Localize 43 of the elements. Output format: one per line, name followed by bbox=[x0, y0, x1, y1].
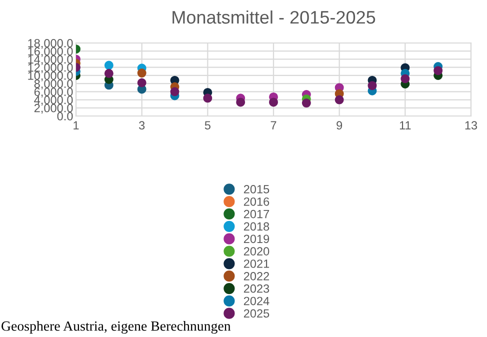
point bbox=[269, 98, 278, 107]
legend-label: 2021 bbox=[244, 260, 270, 268]
legend-label: 2022 bbox=[244, 272, 270, 280]
y-tick-label: 2,000.0 bbox=[34, 104, 73, 114]
y-tick-label: 6,000.0 bbox=[34, 88, 73, 98]
y-tick-label: 12,000.0 bbox=[28, 63, 73, 74]
y-tick-label: 8,000.0 bbox=[34, 80, 73, 90]
point bbox=[302, 98, 311, 108]
legend-label: 2016 bbox=[244, 197, 270, 206]
point bbox=[434, 66, 443, 76]
y-tick-label: 10,000.0 bbox=[28, 71, 73, 82]
point bbox=[170, 87, 180, 96]
x-tick-label: 11 bbox=[400, 121, 411, 130]
legend-label: 2017 bbox=[244, 210, 270, 218]
x-tick-label: 1 bbox=[74, 121, 79, 130]
y-tick-label: 16,000.0 bbox=[28, 47, 73, 57]
x-tick-label: 5 bbox=[204, 121, 210, 130]
legend-label: 2018 bbox=[244, 222, 270, 231]
text: Geosphere Austria, eigene Berechnungen bbox=[2, 320, 231, 334]
point bbox=[236, 98, 246, 107]
x-tick-label: 9 bbox=[336, 121, 342, 130]
point bbox=[104, 60, 114, 70]
legend-label: 2020 bbox=[244, 247, 270, 256]
legend-label: 2024 bbox=[244, 296, 270, 306]
point bbox=[137, 68, 146, 78]
chart-title: Monatsmittel - 2015-2025 bbox=[172, 10, 376, 24]
y-tick-label: 14,000.0 bbox=[28, 55, 73, 66]
point bbox=[137, 78, 146, 88]
point bbox=[334, 95, 344, 104]
y-tick-label: 4,000.0 bbox=[34, 96, 73, 106]
y-tick-label: 0.0 bbox=[57, 112, 73, 120]
point bbox=[104, 68, 114, 78]
x-tick-label: 13 bbox=[465, 121, 478, 130]
legend-label: 2015 bbox=[244, 185, 270, 194]
y-tick-label: 18,000.0 bbox=[28, 39, 73, 49]
point bbox=[368, 81, 377, 90]
point bbox=[203, 94, 212, 103]
x-tick-label: 7 bbox=[270, 121, 276, 130]
legend-label: 2025 bbox=[244, 309, 270, 318]
legend-label: 2023 bbox=[244, 284, 270, 293]
point bbox=[400, 74, 410, 84]
x-tick-label: 3 bbox=[139, 121, 145, 130]
legend-label: 2019 bbox=[244, 234, 270, 244]
